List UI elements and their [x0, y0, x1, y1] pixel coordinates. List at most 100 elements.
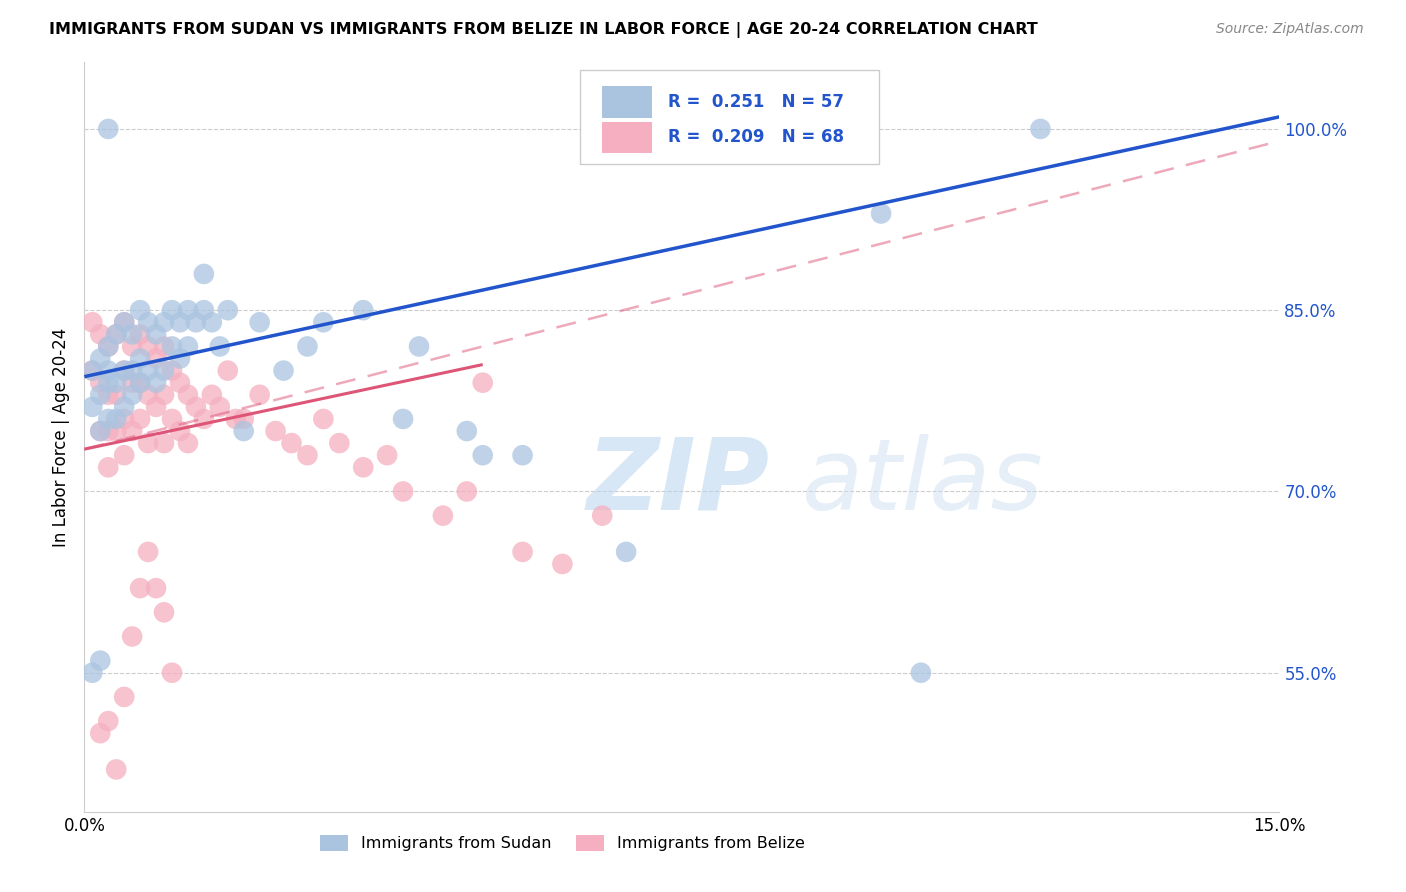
- Point: [471, 376, 494, 390]
- Point: [112, 363, 135, 377]
- Point: [273, 363, 295, 377]
- Point: [136, 545, 159, 559]
- Point: [97, 412, 120, 426]
- Point: [89, 424, 111, 438]
- Point: [89, 424, 111, 438]
- Text: ZIP: ZIP: [586, 434, 769, 531]
- Point: [121, 388, 143, 402]
- Point: [177, 339, 200, 353]
- Point: [153, 339, 176, 353]
- Point: [105, 388, 128, 402]
- Point: [89, 654, 111, 668]
- Point: [121, 630, 143, 644]
- Point: [97, 388, 120, 402]
- Point: [153, 315, 176, 329]
- Point: [184, 400, 207, 414]
- Point: [105, 327, 128, 342]
- Point: [177, 303, 200, 318]
- FancyBboxPatch shape: [602, 121, 652, 153]
- Point: [112, 412, 135, 426]
- Point: [249, 315, 271, 329]
- Point: [112, 363, 135, 377]
- Point: [153, 363, 176, 377]
- Point: [375, 448, 398, 462]
- Point: [312, 315, 335, 329]
- Point: [312, 412, 335, 426]
- Point: [870, 206, 893, 220]
- Point: [121, 424, 143, 438]
- Point: [129, 351, 152, 366]
- Legend: Immigrants from Sudan, Immigrants from Belize: Immigrants from Sudan, Immigrants from B…: [314, 829, 811, 858]
- Point: [82, 363, 104, 377]
- Point: [97, 460, 120, 475]
- Point: [392, 484, 415, 499]
- Point: [105, 327, 128, 342]
- Point: [208, 339, 231, 353]
- Point: [352, 460, 374, 475]
- Point: [129, 376, 152, 390]
- Point: [232, 424, 254, 438]
- Point: [136, 436, 159, 450]
- Point: [97, 714, 120, 728]
- Point: [129, 376, 152, 390]
- Point: [97, 376, 120, 390]
- Point: [112, 400, 135, 414]
- Point: [1029, 122, 1052, 136]
- Point: [136, 388, 159, 402]
- Point: [328, 436, 350, 450]
- Point: [153, 388, 176, 402]
- Point: [153, 605, 176, 619]
- Point: [160, 665, 183, 680]
- Point: [105, 376, 128, 390]
- Point: [82, 363, 104, 377]
- Y-axis label: In Labor Force | Age 20-24: In Labor Force | Age 20-24: [52, 327, 70, 547]
- Point: [129, 327, 152, 342]
- Point: [169, 315, 191, 329]
- Point: [160, 363, 183, 377]
- Point: [145, 327, 167, 342]
- Point: [82, 665, 104, 680]
- Text: Source: ZipAtlas.com: Source: ZipAtlas.com: [1216, 22, 1364, 37]
- Point: [145, 400, 167, 414]
- Point: [392, 412, 415, 426]
- Point: [105, 412, 128, 426]
- Point: [408, 339, 430, 353]
- Point: [184, 315, 207, 329]
- Point: [614, 545, 637, 559]
- Point: [160, 303, 183, 318]
- Point: [136, 339, 159, 353]
- Point: [169, 351, 191, 366]
- Point: [145, 351, 167, 366]
- Point: [232, 412, 254, 426]
- Point: [208, 400, 231, 414]
- Point: [136, 363, 159, 377]
- Point: [201, 388, 224, 402]
- Point: [456, 424, 478, 438]
- FancyBboxPatch shape: [581, 70, 879, 163]
- Point: [169, 376, 191, 390]
- Point: [97, 363, 120, 377]
- Point: [112, 315, 135, 329]
- Point: [432, 508, 454, 523]
- Point: [193, 412, 215, 426]
- Point: [512, 448, 534, 462]
- Point: [89, 388, 111, 402]
- Point: [280, 436, 302, 450]
- Point: [193, 267, 215, 281]
- Point: [121, 327, 143, 342]
- Point: [297, 339, 319, 353]
- Point: [82, 400, 104, 414]
- Point: [145, 581, 167, 595]
- Point: [249, 388, 271, 402]
- Point: [177, 436, 200, 450]
- Point: [193, 303, 215, 318]
- Point: [129, 303, 152, 318]
- Point: [97, 339, 120, 353]
- FancyBboxPatch shape: [602, 87, 652, 118]
- Point: [97, 339, 120, 353]
- Point: [160, 339, 183, 353]
- Point: [89, 351, 111, 366]
- Point: [456, 484, 478, 499]
- Point: [89, 726, 111, 740]
- Point: [97, 424, 120, 438]
